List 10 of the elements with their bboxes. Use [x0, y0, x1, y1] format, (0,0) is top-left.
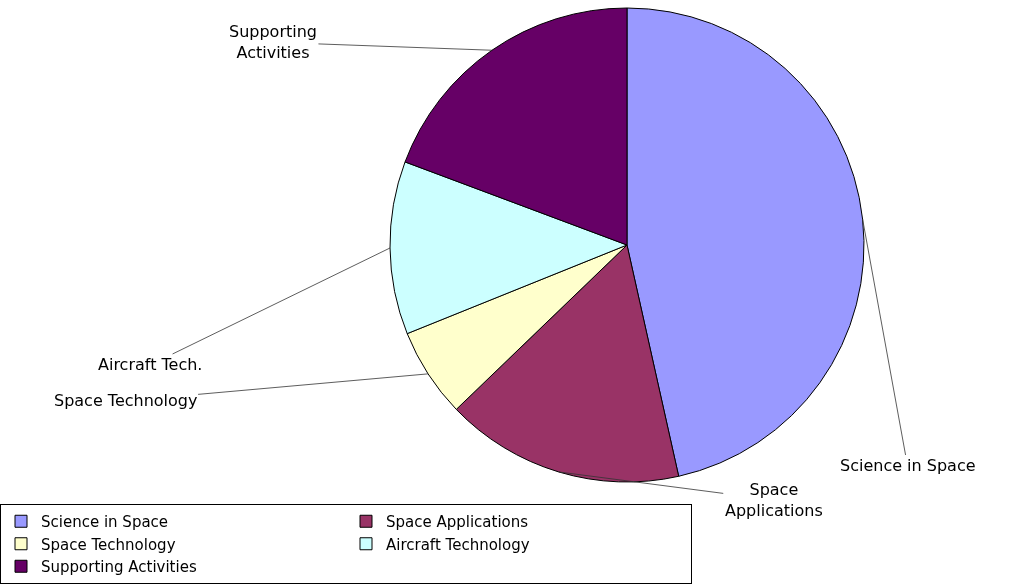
- text: Aircraft Tech.: [98, 355, 203, 374]
- text: Space Applications: [725, 480, 823, 520]
- legend-label: Space Technology: [41, 535, 176, 554]
- legend-label: Science in Space: [41, 513, 169, 532]
- text: Science in Space: [840, 456, 976, 475]
- legend-label: Supporting Activities: [41, 558, 197, 577]
- text: Space Technology: [54, 391, 198, 410]
- text: Supporting Activities: [229, 22, 317, 62]
- legend-label: Aircraft Technology: [386, 535, 530, 554]
- legend-label: Space Applications: [386, 513, 529, 532]
